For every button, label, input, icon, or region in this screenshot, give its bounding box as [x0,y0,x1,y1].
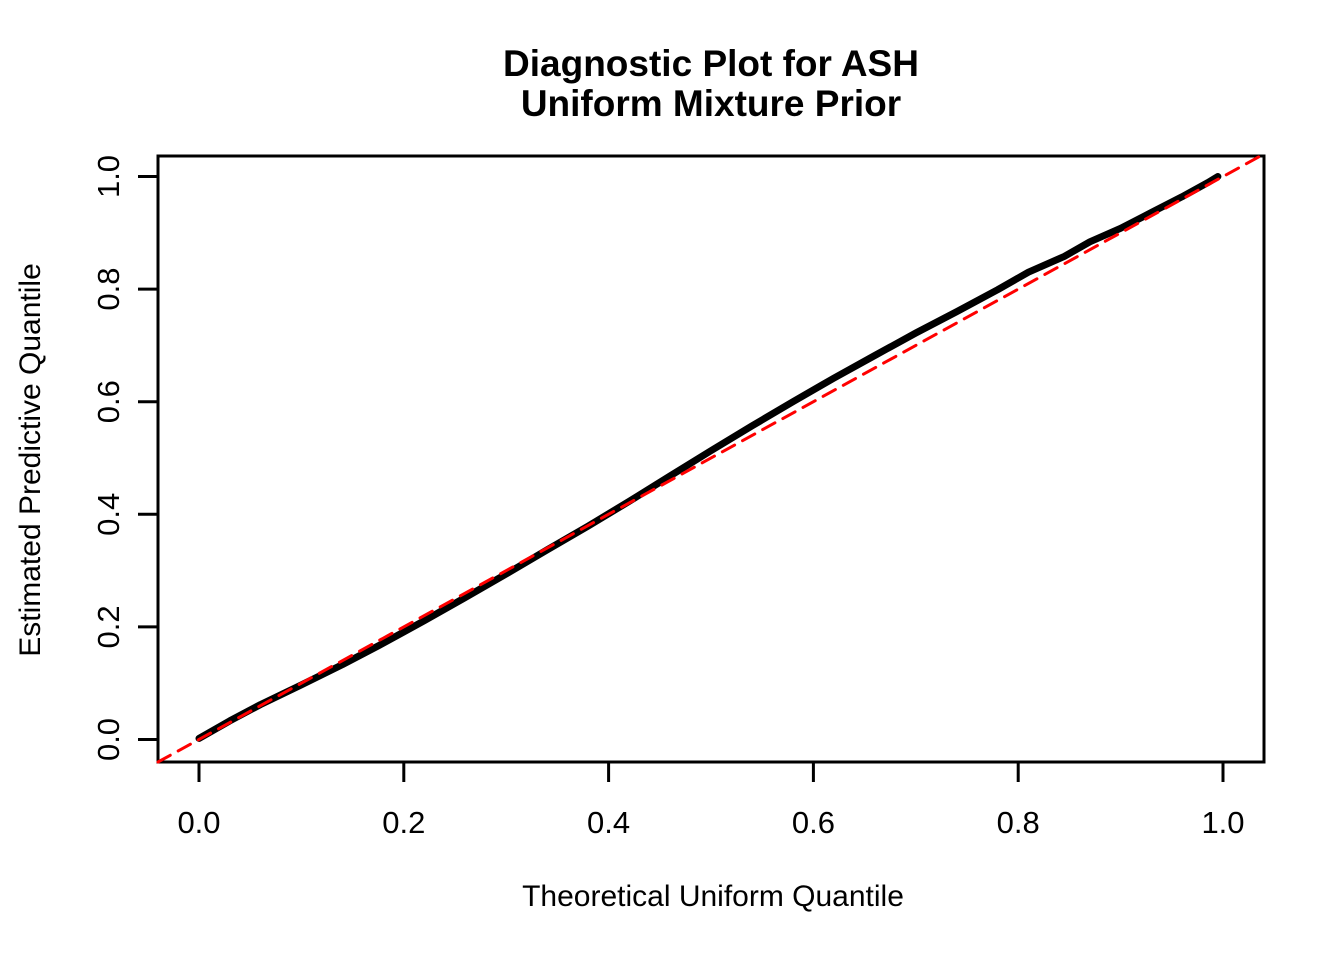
x-axis-title: Theoretical Uniform Quantile [522,880,904,913]
y-axis-title: Estimated Predictive Quantile [14,263,47,657]
y-tick-label: 1.0 [91,155,126,198]
plot-box [156,154,1266,764]
y-tick-label: 0.6 [91,380,126,423]
estimated-predictive-quantile-curve [195,173,1222,742]
chart-series-layer [156,152,1266,764]
x-tick-label: 0.0 [177,805,220,840]
y-tick-label: 0.8 [91,268,126,311]
identity-reference-line [156,152,1266,764]
x-tick-label: 0.8 [997,805,1040,840]
y-tick-label: 0.0 [91,718,126,761]
plot-title-line-1: Diagnostic Plot for ASH [503,43,919,84]
y-axis-ticks: 0.0 0.2 0.4 0.6 0.8 1.0 [91,155,158,761]
plot-title-line-2: Uniform Mixture Prior [521,83,901,124]
y-tick-label: 0.4 [91,493,126,536]
x-tick-label: 1.0 [1201,805,1244,840]
y-tick-label: 0.2 [91,605,126,648]
x-tick-label: 0.2 [382,805,425,840]
x-tick-label: 0.6 [792,805,835,840]
x-axis-ticks: 0.0 0.2 0.4 0.6 0.8 1.0 [177,762,1245,840]
x-tick-label: 0.4 [587,805,630,840]
